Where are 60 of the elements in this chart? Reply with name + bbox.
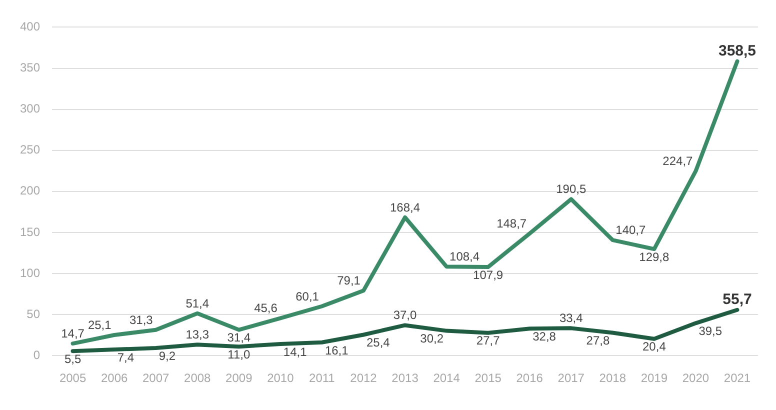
data-label: 25,4 <box>366 336 390 350</box>
data-label: 129,8 <box>639 250 670 264</box>
data-label: 27,7 <box>476 334 500 348</box>
data-label: 45,6 <box>254 301 278 316</box>
data-label: 31,3 <box>129 312 154 327</box>
y-tick-label: 400 <box>20 20 40 34</box>
x-tick-label: 2013 <box>392 371 419 386</box>
data-label: 14,7 <box>61 326 85 341</box>
data-label: 55,7 <box>722 290 752 308</box>
y-tick-label: 100 <box>20 266 40 280</box>
x-tick-label: 2016 <box>516 371 544 386</box>
x-tick-label: 2007 <box>142 371 170 386</box>
data-label: 30,2 <box>420 332 444 346</box>
x-tick-label: 2012 <box>350 371 378 386</box>
x-tick-label: 2009 <box>226 371 253 386</box>
data-label: 107,9 <box>473 268 504 282</box>
y-tick-label: 350 <box>20 60 40 75</box>
data-label: 39,5 <box>698 324 722 338</box>
data-label: 13,3 <box>186 328 210 342</box>
data-label: 11,0 <box>228 347 250 362</box>
y-tick-label: 150 <box>20 224 40 239</box>
data-label: 16,1 <box>324 343 349 358</box>
x-tick-label: 2011 <box>309 371 336 386</box>
data-label: 25,1 <box>88 318 112 332</box>
y-tick-label: 200 <box>20 184 40 198</box>
data-label: 32,8 <box>532 330 556 344</box>
data-label: 31,4 <box>227 330 251 345</box>
x-tick-label: 2021 <box>724 371 751 386</box>
x-tick-label: 2019 <box>640 371 668 386</box>
data-label: 148,7 <box>496 216 527 231</box>
data-label: 79,1 <box>337 274 361 288</box>
data-label: 33,4 <box>559 311 584 326</box>
data-label: 108,4 <box>450 250 480 264</box>
x-tick-label: 2008 <box>184 371 212 386</box>
x-tick-label: 2015 <box>474 371 502 386</box>
x-tick-label: 2018 <box>599 371 626 386</box>
data-label: 224,7 <box>662 154 694 168</box>
data-label: 7,4 <box>117 350 134 364</box>
data-label: 60,1 <box>296 289 320 304</box>
data-label: 9,2 <box>158 348 176 363</box>
x-tick-label: 2006 <box>100 371 128 386</box>
x-tick-label: 2020 <box>682 371 710 386</box>
y-tick-label: 50 <box>26 306 40 321</box>
data-label: 27,8 <box>586 334 610 348</box>
data-label: 190,5 <box>556 182 586 196</box>
data-label: 51,4 <box>186 296 210 310</box>
data-label: 140,7 <box>616 223 646 238</box>
y-tick-label: 0 <box>33 348 40 362</box>
x-tick-label: 2014 <box>433 371 460 386</box>
data-label: 20,4 <box>642 340 666 354</box>
data-label: 14,1 <box>283 344 308 359</box>
y-tick-label: 300 <box>20 102 40 116</box>
data-label: 168,4 <box>390 200 420 214</box>
x-tick-label: 2017 <box>558 371 585 386</box>
data-label: 358,5 <box>718 42 756 60</box>
x-tick-label: 2005 <box>59 371 86 386</box>
y-tick-label: 250 <box>20 142 40 157</box>
data-label: 5,5 <box>64 352 82 366</box>
x-tick-label: 2010 <box>267 371 294 386</box>
data-label: 37,0 <box>393 308 418 322</box>
